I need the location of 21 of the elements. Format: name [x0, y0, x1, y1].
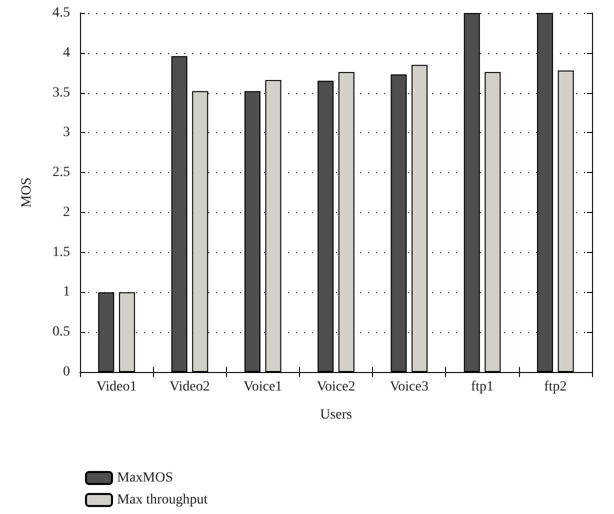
x-tick-label: Voice3: [390, 380, 428, 394]
y-tick-label: 1: [63, 284, 70, 300]
y-tick-label: 4.5: [52, 6, 70, 20]
x-axis-title: Users: [320, 408, 352, 422]
x-tick-label: ftp2: [544, 380, 567, 394]
y-axis-title: MOS: [20, 177, 34, 208]
y-tick-label: 0: [63, 364, 70, 380]
x-tick-label: Video1: [96, 380, 137, 394]
x-tick-label: Voice1: [244, 380, 282, 394]
y-tick-label: 2.5: [52, 165, 70, 180]
x-tick-label: Video2: [170, 380, 210, 394]
y-tick-label: 4: [63, 45, 70, 60]
x-tick-label: ftp1: [471, 380, 494, 394]
legend-label: MaxMOS: [117, 470, 174, 486]
y-tick-label: 3: [63, 125, 70, 140]
legend-label: Max throughput: [117, 492, 208, 508]
y-tick-label: 3.5: [52, 85, 70, 100]
y-tick-label: 2: [63, 204, 70, 220]
x-tick-label: Voice2: [316, 380, 356, 394]
y-tick-label: 0.5: [52, 324, 70, 340]
y-tick-label: 1.5: [52, 244, 70, 260]
